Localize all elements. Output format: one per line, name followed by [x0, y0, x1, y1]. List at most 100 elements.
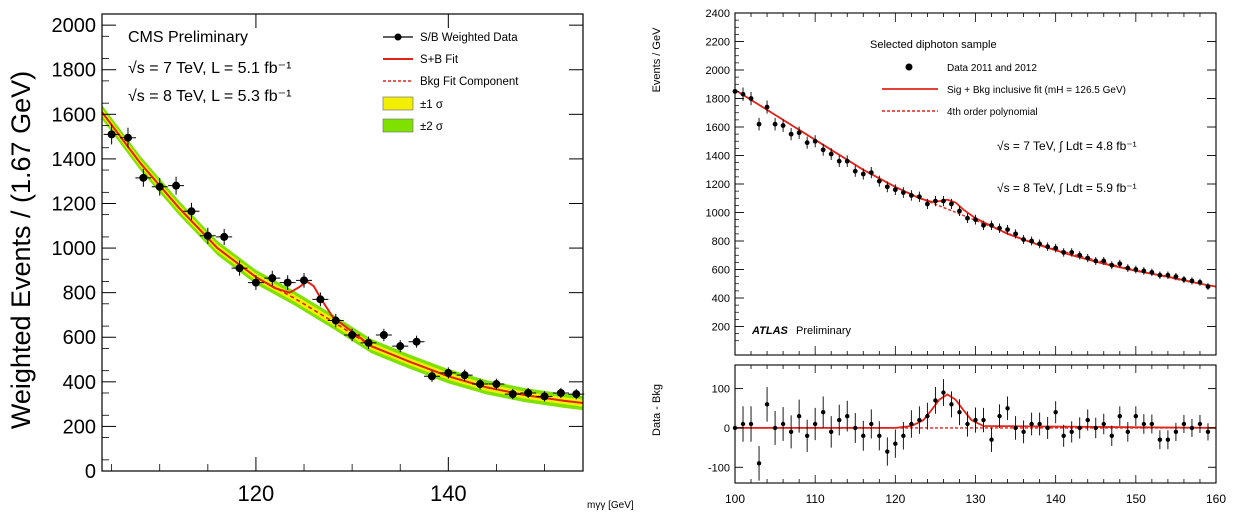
atlas-data-point — [916, 191, 922, 203]
atlas-residual-point — [1053, 401, 1058, 424]
atlas-data-point — [1069, 248, 1075, 257]
atlas-residual-marker — [973, 417, 978, 423]
atlas-data-marker — [892, 187, 898, 193]
atlas-residual-point — [1013, 416, 1018, 440]
cms-data-marker — [331, 316, 340, 325]
atlas-data-point — [860, 168, 866, 180]
atlas-residual-marker — [1189, 425, 1195, 431]
atlas-residual-marker — [1197, 421, 1203, 427]
atlas-x-tick-label: 140 — [1046, 492, 1066, 506]
atlas-residual-marker — [1077, 425, 1082, 431]
cms-data-point — [264, 270, 281, 286]
cms-data-marker — [396, 342, 405, 351]
atlas-residual-marker — [869, 421, 874, 427]
atlas-y-tick-label: 1400 — [706, 151, 730, 163]
atlas-residual-point — [764, 387, 770, 422]
atlas-residual-point — [1037, 412, 1042, 436]
atlas-data-point — [780, 119, 786, 132]
atlas-residual-point — [1165, 430, 1171, 450]
cms-legend-sb-fit-label: S+B Fit — [420, 54, 459, 66]
atlas-residual-point — [837, 404, 842, 436]
atlas-data-point — [1085, 254, 1091, 263]
cms-data-point — [199, 227, 216, 244]
atlas-residual-marker — [1141, 421, 1147, 427]
atlas-data-marker — [1189, 278, 1195, 284]
atlas-data-marker — [876, 178, 882, 184]
atlas-residual-marker — [756, 461, 762, 466]
cms-data-point — [536, 391, 553, 402]
cms-data-marker — [556, 388, 565, 397]
atlas-data-marker — [916, 194, 922, 200]
cms-data-marker — [348, 331, 357, 340]
cms-data-point — [231, 260, 248, 276]
atlas-data-marker — [1149, 269, 1155, 275]
cms-legend: S/B Weighted Data S+B Fit Bkg Fit Compon… — [382, 32, 519, 133]
atlas-data-point — [884, 181, 890, 193]
cms-data-marker — [283, 278, 292, 287]
atlas-residual-point — [1061, 424, 1066, 447]
cms-data-point — [472, 378, 489, 390]
atlas-data-marker — [772, 121, 778, 127]
atlas-data-point — [788, 127, 794, 141]
atlas-data-point — [836, 155, 842, 167]
atlas-y-tick-label: 2400 — [706, 8, 730, 20]
atlas-residual-marker — [949, 402, 954, 407]
atlas-residual-marker — [1173, 429, 1179, 435]
atlas-residual-point — [829, 416, 834, 448]
atlas-data-marker — [1141, 268, 1147, 274]
atlas-data-point — [852, 165, 858, 177]
atlas-data-point — [1157, 271, 1163, 279]
atlas-data-point — [1205, 283, 1211, 291]
atlas-data-point — [1005, 224, 1010, 235]
atlas-residual-point — [893, 429, 898, 458]
atlas-residual-point — [853, 412, 858, 443]
atlas-data-marker — [1173, 274, 1179, 280]
atlas-data-marker — [1061, 250, 1067, 255]
atlas-data-marker — [997, 225, 1002, 231]
cms-data-point — [279, 275, 296, 290]
atlas-residual-marker — [1101, 421, 1106, 427]
cms-data-marker — [412, 337, 421, 346]
cms-data-point — [135, 168, 152, 187]
atlas-data-point — [748, 91, 754, 106]
cms-plot-frame — [101, 13, 584, 472]
cms-data-marker — [476, 380, 485, 389]
atlas-residual-point — [1117, 406, 1123, 426]
atlas-residual-marker — [1149, 421, 1155, 427]
atlas-data-point — [1149, 268, 1155, 277]
atlas-residual-marker — [877, 433, 882, 438]
cms-annotation-lumi-7tev: √s = 7 TeV, L = 5.1 fb⁻¹ — [128, 60, 291, 77]
atlas-data-marker — [933, 198, 938, 204]
atlas-data-point — [1061, 248, 1067, 257]
atlas-residual-point — [788, 415, 794, 449]
atlas-residual-marker — [917, 417, 922, 423]
cms-data-marker — [508, 390, 517, 399]
cms-y-tick-label: 1400 — [52, 149, 97, 171]
atlas-residual-marker — [1029, 421, 1034, 427]
atlas-data-point — [925, 198, 930, 210]
cms-data-point — [119, 127, 136, 148]
atlas-annotation-lumi-8tev: √s = 8 TeV, ∫ Ldt = 5.9 fb⁻¹ — [997, 181, 1137, 195]
cms-data-point — [296, 273, 313, 288]
atlas-data-marker — [740, 91, 746, 97]
atlas-residual-marker — [1085, 417, 1090, 423]
atlas-y-axis-label: Events / GeV — [651, 27, 663, 92]
atlas-data-point — [804, 136, 810, 149]
cms-x-tick-label: 120 — [238, 481, 275, 506]
atlas-data-point — [764, 100, 770, 114]
atlas-residual-marker — [804, 433, 810, 438]
atlas-residual-marker — [1013, 425, 1018, 431]
atlas-residual-marker — [1045, 425, 1050, 431]
atlas-residual-point — [740, 406, 746, 442]
atlas-data-marker — [844, 158, 850, 164]
cms-annotation-lumi-8tev: √s = 8 TeV, L = 5.3 fb⁻¹ — [128, 88, 291, 105]
atlas-data-point — [965, 213, 970, 224]
atlas-residual-point — [957, 399, 962, 426]
atlas-residual-point — [941, 379, 946, 406]
atlas-data-point — [949, 198, 954, 210]
atlas-residual-point — [965, 411, 970, 437]
cms-data-marker — [300, 276, 309, 285]
cms-data-point — [552, 387, 569, 399]
atlas-data-marker — [957, 208, 962, 214]
